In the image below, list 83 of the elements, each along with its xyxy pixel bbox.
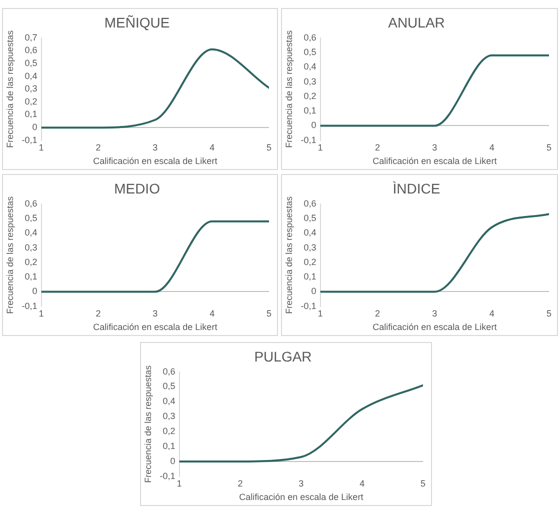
x-tick-label: 5 (546, 308, 552, 318)
x-tick-label: 5 (420, 478, 426, 488)
x-tick-label: 5 (266, 142, 272, 152)
y-tick-label: 0 (311, 286, 316, 296)
y-tick-label: 0,6 (304, 32, 316, 42)
x-tick-label: 3 (432, 308, 438, 318)
y-tick-label: 0,4 (24, 228, 38, 238)
y-tick-label: 0,5 (24, 212, 38, 223)
x-tick-label: 4 (489, 142, 494, 152)
y-tick-label: 0,7 (24, 32, 38, 42)
x-tick-label: 3 (298, 478, 304, 488)
y-tick-label: 0 (32, 286, 38, 296)
y-tick-label: 0,4 (304, 228, 316, 238)
y-tick-label: 0,5 (304, 46, 316, 57)
y-tick-label: 0,6 (24, 45, 38, 56)
y-tick-label: 0,2 (162, 426, 176, 436)
chart-title: ANULAR (388, 14, 445, 30)
x-tick-label: 4 (360, 478, 365, 488)
y-tick-label: 0,5 (304, 212, 316, 223)
x-tick-label: 5 (266, 308, 272, 318)
x-tick-label: 1 (38, 142, 44, 152)
x-tick-label: 1 (176, 478, 182, 488)
y-tick-label: 0,3 (304, 76, 316, 86)
y-tick-label: -0,1 (300, 134, 316, 145)
y-tick-label: 0,6 (162, 366, 176, 376)
y-tick-label: 0,1 (304, 272, 316, 282)
y-tick-label: 0,6 (24, 198, 38, 208)
line-series (41, 48, 269, 129)
x-tick-label: 3 (152, 308, 158, 318)
x-tick-label: 4 (210, 142, 215, 152)
y-tick-label: 0,5 (162, 381, 176, 392)
x-tick-label: 2 (238, 478, 243, 488)
y-axis-title: Frecuencia de las respuestas (284, 196, 294, 314)
x-tick-label: 1 (318, 308, 323, 318)
x-tick-label: 3 (152, 142, 158, 152)
x-tick-label: 2 (374, 308, 380, 318)
y-tick-label: -0,1 (160, 470, 176, 481)
x-tick-label: 4 (489, 308, 494, 318)
y-tick-label: 0,4 (162, 396, 176, 406)
y-axis-title: Frecuencia de las respuestas (142, 364, 153, 483)
y-tick-label: -0,1 (22, 134, 38, 145)
x-axis-title: Calificación en escala de Likert (93, 322, 218, 332)
x-tick-label: 1 (318, 142, 323, 152)
y-tick-label: 0,2 (304, 90, 316, 101)
x-tick-label: 4 (210, 308, 215, 318)
y-tick-label: 0,3 (162, 411, 176, 422)
x-axis-title: Calificación en escala de Likert (372, 322, 498, 332)
x-tick-label: 2 (374, 142, 380, 152)
x-axis-title: Calificación en escala de Likert (372, 156, 498, 166)
x-axis-title: Calificación en escala de Likert (239, 492, 364, 502)
x-tick-label: 1 (38, 308, 44, 318)
y-tick-label: 0,5 (24, 58, 38, 68)
y-tick-label: 0,2 (304, 256, 316, 267)
y-tick-label: 0,1 (24, 272, 38, 282)
line-series (179, 384, 423, 462)
y-tick-label: 0,2 (24, 96, 38, 106)
y-tick-label: 0,3 (24, 84, 38, 94)
y-tick-label: 0,6 (304, 198, 316, 208)
y-tick-label: 0,3 (304, 242, 316, 252)
y-axis-title: Frecuencia de las respuestas (4, 196, 15, 314)
y-axis-title: Frecuencia de las respuestas (4, 30, 15, 148)
y-tick-label: 0 (311, 120, 316, 130)
y-tick-label: 0,1 (162, 441, 176, 451)
y-tick-label: 0,1 (24, 109, 38, 120)
chart-title: PULGAR (254, 348, 312, 364)
chart-title: MEÑIQUE (104, 14, 170, 30)
x-tick-label: 3 (432, 142, 438, 152)
y-axis-title: Frecuencia de las respuestas (284, 30, 294, 148)
chart-title: ÌNDICE (392, 180, 440, 196)
y-tick-label: -0,1 (300, 300, 316, 311)
y-tick-label: 0,4 (24, 70, 38, 81)
x-tick-label: 2 (96, 308, 101, 318)
x-axis-title: Calificación en escala de Likert (93, 156, 218, 166)
y-tick-label: 0,4 (304, 62, 316, 72)
y-tick-label: 0,2 (24, 256, 38, 267)
y-tick-label: 0,1 (304, 106, 316, 116)
chart-title: MEDIO (114, 180, 160, 196)
y-tick-label: -0,1 (22, 300, 38, 311)
y-tick-label: 0 (170, 456, 176, 466)
y-tick-label: 0 (32, 122, 38, 132)
x-tick-label: 2 (96, 142, 101, 152)
x-tick-label: 5 (546, 142, 552, 152)
y-tick-label: 0,3 (24, 242, 38, 252)
